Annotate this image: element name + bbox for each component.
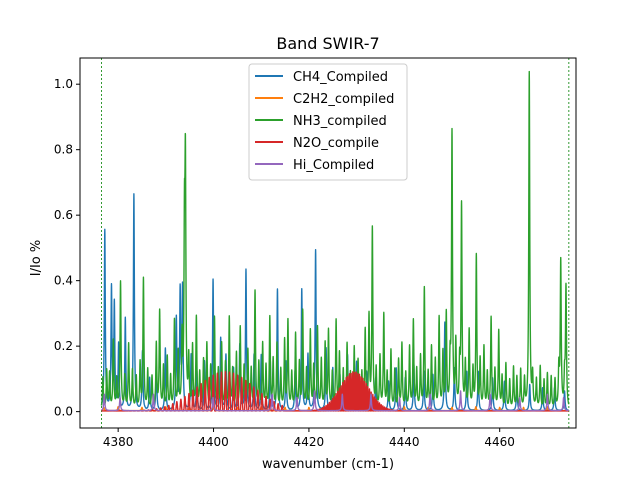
legend: CH4_Compiled C2H2_compiled NH3_compiled N2O… bbox=[248, 63, 408, 181]
series-line-nh3-compiled bbox=[100, 70, 570, 406]
x-tick-label: 4420 bbox=[294, 435, 325, 449]
x-axis-label: wavenumber (cm-1) bbox=[262, 457, 394, 472]
y-tick-label: 1.0 bbox=[54, 77, 73, 91]
x-tick-label: 4400 bbox=[198, 435, 229, 449]
y-tick-label: 0.4 bbox=[54, 274, 73, 288]
x-tick-label: 4460 bbox=[484, 435, 515, 449]
y-axis-ticks: 0.0 0.2 0.4 0.6 0.8 1.0 bbox=[54, 77, 80, 419]
x-axis-ticks: 4380 4400 4420 4440 4460 bbox=[103, 428, 515, 449]
band-edge-lines bbox=[101, 58, 570, 428]
legend-box bbox=[248, 63, 408, 181]
legend-label-n2o-compile: N2O_compile bbox=[293, 136, 379, 151]
chart-title: Band SWIR-7 bbox=[276, 34, 379, 53]
series-line-hi-compiled bbox=[100, 390, 570, 412]
series-layer bbox=[100, 70, 570, 412]
x-tick-label: 4440 bbox=[389, 435, 420, 449]
x-tick-label: 4380 bbox=[103, 435, 134, 449]
plot-area-frame bbox=[79, 57, 577, 429]
legend-label-hi-compiled: Hi_Compiled bbox=[293, 158, 374, 173]
legend-label-c2h2-compiled: C2H2_compiled bbox=[293, 92, 394, 107]
y-tick-label: 0.0 bbox=[54, 405, 73, 419]
legend-label-ch4-compiled: CH4_Compiled bbox=[293, 70, 388, 85]
y-tick-label: 0.2 bbox=[54, 339, 73, 353]
y-tick-label: 0.8 bbox=[54, 143, 73, 157]
y-tick-label: 0.6 bbox=[54, 208, 73, 222]
legend-label-nh3-compiled: NH3_compiled bbox=[293, 114, 387, 129]
y-axis-label: I/Io % bbox=[29, 240, 44, 277]
